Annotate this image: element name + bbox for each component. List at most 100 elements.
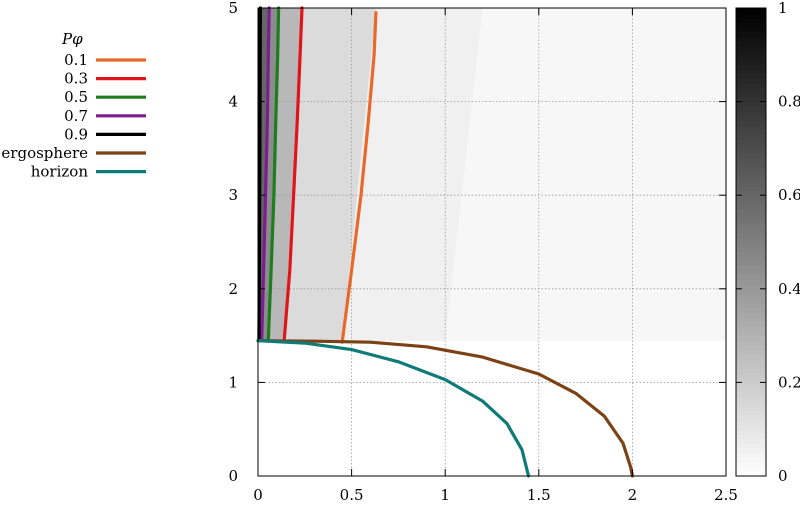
colorbar-swatch (736, 330, 766, 337)
legend-label: 0.7 (64, 107, 88, 125)
colorbar-swatch (736, 457, 766, 463)
colorbar-swatch (736, 167, 766, 173)
colorbar-swatch (736, 298, 766, 304)
colorbar-swatch (736, 373, 766, 379)
colorbar-swatch (736, 293, 766, 299)
x-tick-label: 0 (253, 486, 263, 504)
colorbar-swatch (736, 344, 766, 351)
colorbar-swatch (736, 312, 766, 318)
colorbar-swatch (736, 405, 766, 412)
colorbar-swatch (736, 106, 766, 112)
colorbar-swatch (736, 302, 766, 309)
colorbar-swatch (736, 387, 766, 393)
series-line (256, 339, 634, 478)
colorbar-swatch (736, 260, 766, 266)
colorbar-swatch (736, 157, 766, 164)
colorbar-swatch (736, 73, 766, 79)
colorbar-swatch (736, 185, 766, 192)
colorbar-swatch (736, 12, 766, 18)
colorbar-swatch (736, 424, 766, 430)
colorbar-swatch (736, 265, 766, 271)
colorbar-swatch (736, 401, 766, 407)
y-tick-label: 1 (228, 373, 238, 391)
colorbar-swatch (736, 419, 766, 426)
colorbar-swatch (736, 349, 766, 355)
colorbar-swatch (736, 129, 766, 135)
colorbar-swatch (736, 64, 766, 70)
colorbar-swatch (736, 447, 766, 454)
colorbar-swatch (736, 232, 766, 238)
colorbar-swatch (736, 199, 766, 206)
x-tick-label: 1.5 (527, 486, 551, 504)
colorbar-swatch (736, 307, 766, 313)
colorbar-swatch (736, 40, 766, 47)
colorbar-swatch (736, 148, 766, 154)
colorbar-swatch (736, 213, 766, 220)
colorbar-swatch (736, 22, 766, 28)
heatmap-shading (258, 8, 726, 341)
series-line (260, 6, 271, 342)
colorbar-swatch (736, 396, 766, 402)
colorbar-swatch (736, 134, 766, 140)
colorbar-swatch (736, 50, 766, 56)
colorbar-swatch (736, 452, 766, 458)
colorbar-swatch (736, 429, 766, 435)
series-lines (256, 6, 634, 478)
colorbar-swatch (736, 279, 766, 285)
colorbar-swatch (736, 54, 766, 61)
colorbar-swatch (736, 316, 766, 323)
legend-title: Pφ (61, 30, 83, 48)
colorbar-swatch (736, 443, 766, 449)
series-line (282, 6, 304, 342)
series-line (266, 6, 281, 342)
colorbar-tick-label: 0.6 (778, 186, 800, 204)
legend-label: ergosphere (1, 144, 88, 162)
colorbar-swatch (736, 143, 766, 149)
colorbar-swatch (736, 139, 766, 145)
colorbar-tick-label: 0.8 (778, 93, 800, 111)
colorbar-swatch (736, 110, 766, 117)
colorbar-swatch (736, 17, 766, 23)
colorbar-swatch (736, 8, 766, 14)
colorbar-swatch (736, 274, 766, 281)
x-tick-label: 0.5 (340, 486, 364, 504)
colorbar-swatch (736, 415, 766, 421)
grid-lines (258, 8, 726, 476)
colorbar-swatch (736, 204, 766, 210)
colorbar-swatch (736, 162, 766, 168)
series-line (256, 339, 531, 478)
colorbar-swatch (736, 190, 766, 196)
colorbar-swatch (736, 96, 766, 103)
colorbar-swatch (736, 68, 766, 75)
colorbar-tick-label: 0 (778, 467, 788, 485)
colorbar-swatch (736, 354, 766, 360)
colorbar-swatch (736, 209, 766, 215)
colorbar-swatch (736, 218, 766, 224)
colorbar-tick-label: 0.4 (778, 280, 800, 298)
colorbar-swatch (736, 92, 766, 98)
colorbar-swatch (736, 181, 766, 187)
x-tick-label: 2.5 (714, 486, 738, 504)
colorbar-swatch (736, 471, 766, 477)
colorbar-swatch (736, 36, 766, 42)
colorbar-swatch (736, 242, 766, 248)
colorbar-swatch (736, 340, 766, 346)
colorbar-swatch (736, 223, 766, 229)
colorbar-swatch (736, 195, 766, 201)
axis-ticks: 0 0.5 1 1.5 2 2.5 0 1 2 3 4 5 (228, 0, 737, 504)
colorbar-tick-label: 0.2 (778, 373, 800, 391)
colorbar-swatch (736, 363, 766, 369)
y-tick-label: 5 (228, 0, 238, 17)
colorbar-swatch (736, 176, 766, 182)
plot-frame (257, 7, 727, 477)
y-tick-label: 4 (228, 93, 238, 111)
colorbar-swatch (736, 284, 766, 290)
legend-label: 0.5 (64, 88, 88, 106)
legend-label: 0.9 (64, 125, 88, 143)
colorbar-swatch (736, 391, 766, 398)
x-tick-label: 1 (440, 486, 450, 504)
colorbar-tick-label: 1 (778, 0, 788, 17)
y-tick-label: 2 (228, 280, 238, 298)
